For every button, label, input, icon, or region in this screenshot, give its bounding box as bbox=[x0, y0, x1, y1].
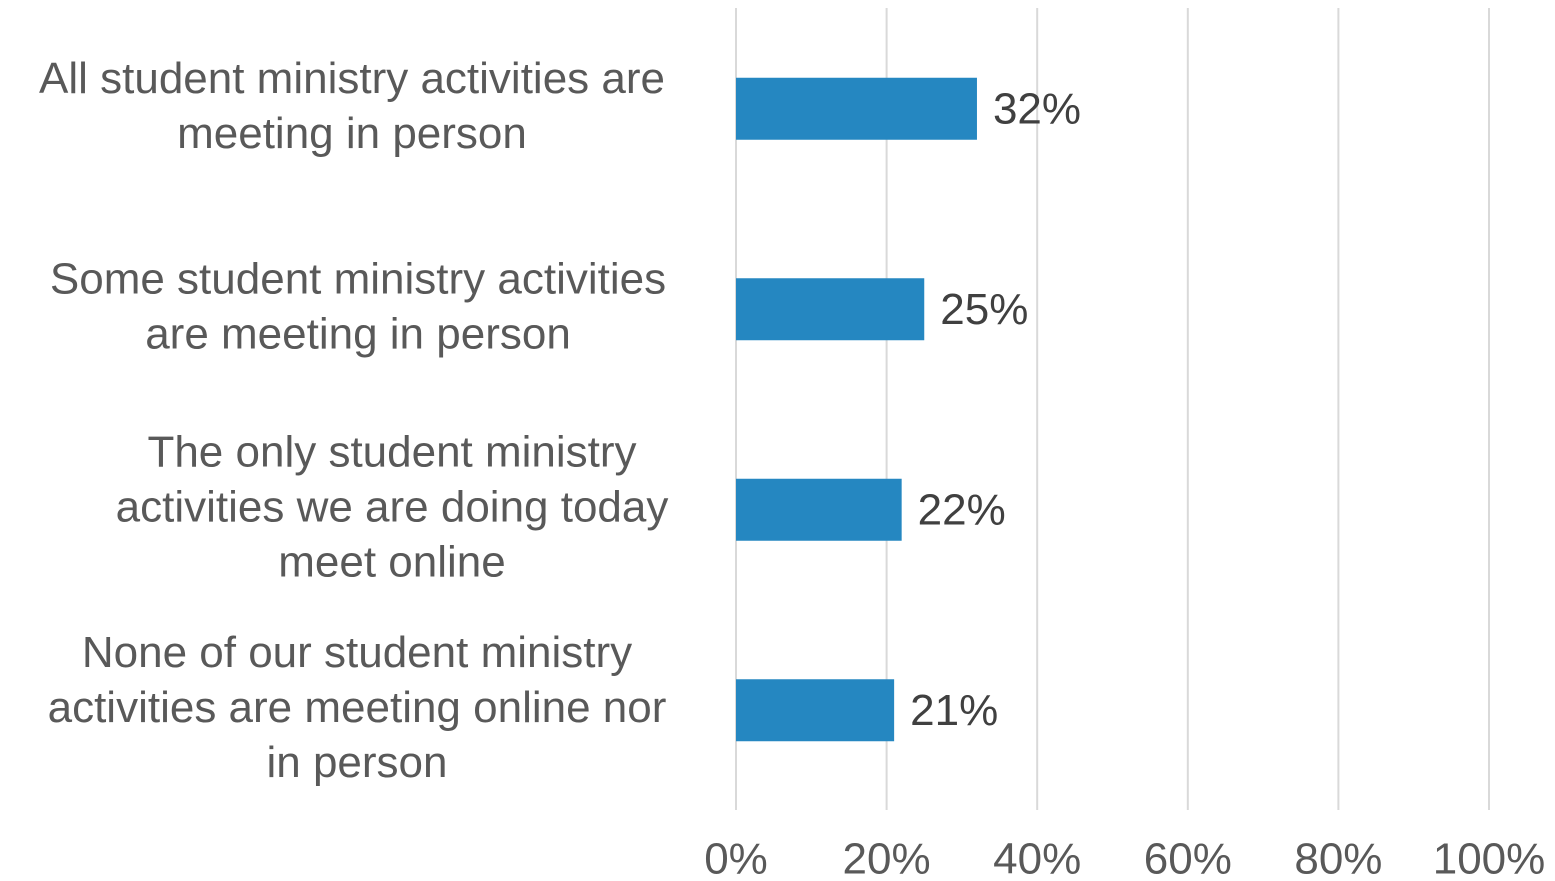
bar bbox=[736, 679, 895, 742]
x-tick-label: 80% bbox=[1294, 835, 1382, 881]
x-tick-label: 60% bbox=[1144, 835, 1232, 881]
x-tick-label: 40% bbox=[993, 835, 1081, 881]
y-tick-label: Some student ministry activities bbox=[50, 254, 666, 303]
bar bbox=[736, 77, 977, 140]
data-label: 32% bbox=[993, 84, 1081, 133]
data-label: 22% bbox=[918, 485, 1006, 534]
data-label: 25% bbox=[940, 285, 1028, 334]
x-tick-label: 0% bbox=[704, 835, 768, 881]
y-tick-label: in person bbox=[266, 738, 447, 787]
y-tick-label: meeting in person bbox=[177, 109, 527, 158]
y-tick-label: activities are meeting online nor bbox=[48, 683, 667, 732]
bar bbox=[736, 278, 925, 341]
y-tick-label: None of our student ministry bbox=[82, 628, 632, 677]
x-tick-label: 20% bbox=[843, 835, 931, 881]
y-tick-label: activities we are doing today bbox=[116, 482, 669, 531]
x-tick-label: 100% bbox=[1433, 835, 1546, 881]
y-tick-label: meet online bbox=[278, 537, 505, 586]
y-tick-label: All student ministry activities are bbox=[39, 54, 665, 103]
y-tick-label: are meeting in person bbox=[145, 309, 571, 358]
y-tick-label: The only student ministry bbox=[147, 427, 636, 476]
bar bbox=[736, 478, 902, 541]
data-label: 21% bbox=[910, 686, 998, 735]
